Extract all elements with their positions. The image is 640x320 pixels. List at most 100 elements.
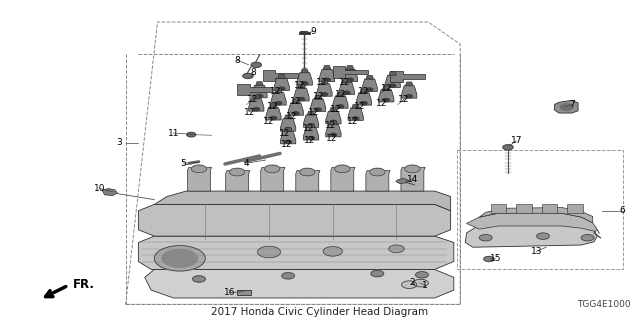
Polygon shape (260, 167, 285, 191)
Polygon shape (401, 86, 417, 98)
Circle shape (251, 62, 261, 68)
Text: 12: 12 (325, 121, 337, 130)
Polygon shape (280, 132, 296, 144)
Text: 12: 12 (339, 78, 350, 87)
Circle shape (285, 128, 291, 131)
Text: 10: 10 (95, 184, 106, 193)
Circle shape (401, 281, 417, 288)
Polygon shape (405, 82, 413, 86)
Circle shape (193, 276, 205, 282)
Circle shape (383, 99, 390, 102)
Text: FR.: FR. (73, 278, 95, 291)
Circle shape (415, 272, 428, 278)
Circle shape (361, 102, 367, 105)
Polygon shape (271, 93, 286, 105)
FancyBboxPatch shape (237, 290, 250, 295)
Text: 3: 3 (116, 138, 122, 147)
Polygon shape (366, 75, 374, 79)
Circle shape (537, 233, 549, 239)
Polygon shape (237, 84, 272, 95)
Text: 2: 2 (410, 278, 415, 287)
Circle shape (308, 124, 314, 127)
Circle shape (503, 145, 513, 150)
Circle shape (256, 94, 262, 98)
Polygon shape (296, 171, 320, 191)
Polygon shape (226, 171, 250, 191)
Text: 12: 12 (381, 84, 392, 93)
Polygon shape (301, 69, 308, 73)
Polygon shape (102, 188, 117, 196)
Polygon shape (389, 71, 396, 75)
Circle shape (257, 246, 280, 258)
Polygon shape (541, 204, 557, 213)
Circle shape (353, 117, 359, 120)
Circle shape (484, 256, 494, 261)
Text: 12: 12 (294, 81, 305, 90)
Text: 14: 14 (406, 174, 418, 184)
Circle shape (367, 88, 373, 91)
Polygon shape (321, 80, 328, 84)
Text: 12: 12 (399, 95, 410, 104)
Polygon shape (252, 85, 267, 98)
Polygon shape (343, 78, 351, 82)
Polygon shape (317, 84, 332, 96)
Circle shape (162, 250, 198, 267)
Circle shape (406, 95, 412, 98)
Circle shape (154, 246, 205, 271)
Text: 4: 4 (244, 159, 250, 168)
Text: 12: 12 (248, 95, 259, 104)
Circle shape (370, 168, 385, 176)
Polygon shape (319, 69, 335, 82)
Polygon shape (491, 204, 506, 213)
Polygon shape (269, 104, 277, 108)
Circle shape (308, 137, 314, 140)
Circle shape (275, 102, 282, 105)
Polygon shape (554, 100, 578, 113)
Text: 13: 13 (531, 247, 543, 256)
Polygon shape (314, 95, 322, 99)
Polygon shape (280, 119, 296, 131)
Polygon shape (516, 204, 532, 213)
Polygon shape (248, 99, 264, 111)
Text: 12: 12 (303, 136, 315, 146)
Text: 12: 12 (303, 124, 314, 133)
Text: 15: 15 (490, 254, 501, 263)
Circle shape (282, 273, 294, 279)
Circle shape (285, 140, 291, 143)
Polygon shape (567, 204, 582, 213)
Polygon shape (288, 103, 303, 115)
Text: 12: 12 (308, 108, 319, 117)
Polygon shape (138, 204, 451, 236)
Polygon shape (352, 104, 360, 108)
Polygon shape (326, 111, 341, 124)
Polygon shape (342, 69, 358, 82)
Text: 12: 12 (244, 108, 255, 117)
Polygon shape (401, 167, 425, 191)
Text: 17: 17 (511, 136, 522, 146)
Text: 6: 6 (620, 206, 625, 215)
Circle shape (404, 165, 420, 173)
Text: 12: 12 (269, 87, 281, 96)
Circle shape (324, 78, 330, 81)
Text: 16: 16 (224, 288, 236, 297)
Polygon shape (467, 212, 597, 231)
Circle shape (581, 235, 594, 241)
Text: 8: 8 (250, 68, 256, 77)
Polygon shape (292, 99, 300, 103)
Polygon shape (138, 236, 454, 269)
Polygon shape (465, 220, 597, 247)
Polygon shape (362, 79, 378, 92)
Polygon shape (383, 86, 390, 90)
Circle shape (330, 133, 337, 137)
Text: 12: 12 (313, 92, 324, 101)
Circle shape (315, 108, 321, 111)
Polygon shape (188, 167, 212, 191)
Text: 12: 12 (330, 105, 342, 114)
Text: 12: 12 (335, 91, 347, 100)
Text: 12: 12 (326, 134, 337, 143)
Circle shape (389, 245, 404, 252)
Text: 12: 12 (266, 101, 278, 111)
Polygon shape (154, 191, 451, 211)
Polygon shape (479, 208, 593, 223)
Circle shape (347, 78, 353, 81)
